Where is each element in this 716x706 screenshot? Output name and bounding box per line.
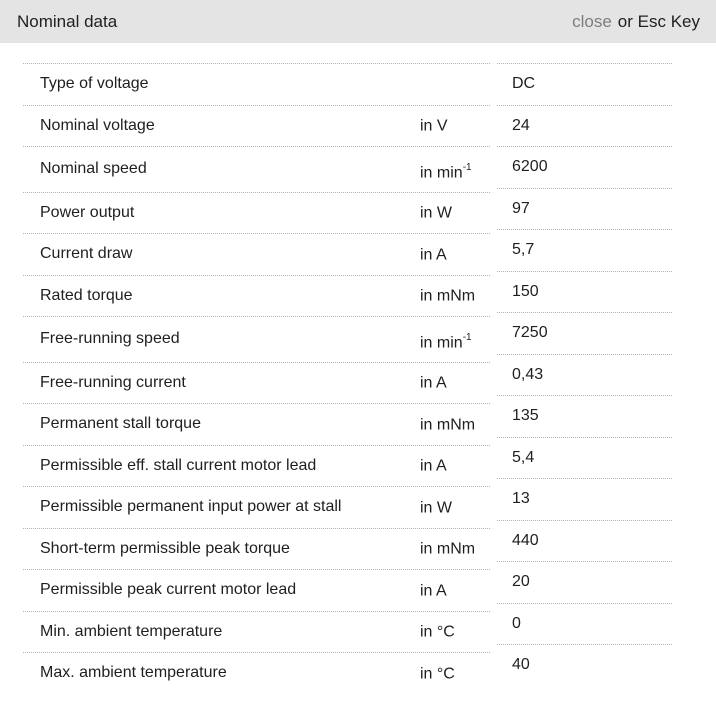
parameter-unit: in mNm [420, 540, 476, 558]
parameter-value: 150 [512, 282, 539, 300]
parameter-value: 0 [512, 614, 521, 632]
parameter-unit: in W [420, 204, 452, 222]
table-value-row: 13 [497, 478, 672, 520]
parameter-value: 6200 [512, 158, 548, 176]
modal-close-area: close or Esc Key [572, 12, 700, 32]
table-row: Short-term permissible peak torque in mN… [23, 527, 490, 570]
table-row: Permissible eff. stall current motor lea… [23, 444, 490, 487]
table-value-row: 97 [497, 187, 672, 230]
table-row: Permanent stall torque in mNm [23, 403, 490, 445]
parameter-unit: in A [420, 245, 447, 263]
table-value-row: 6200 [497, 146, 672, 188]
table-row: Permissible permanent input power at sta… [23, 486, 490, 528]
parameter-value: 7250 [512, 324, 548, 342]
table-value-row: DC [497, 63, 672, 105]
table-value-row: 40 [497, 644, 672, 686]
table-row: Permissible peak current motor lead in A [23, 569, 490, 611]
table-value-row: 135 [497, 395, 672, 437]
parameter-label: Rated torque [40, 286, 133, 304]
parameter-unit: in mNm [420, 415, 476, 433]
parameter-label: Permissible peak current motor lead [40, 581, 297, 599]
parameter-label: Nominal speed [40, 160, 147, 178]
table-value-row: 440 [497, 519, 672, 562]
parameter-unit: in A [420, 581, 447, 599]
parameter-label: Max. ambient temperature [40, 664, 227, 682]
nominal-data-table: Type of voltage Nominal voltage in V Nom… [23, 63, 716, 694]
parameter-column: Type of voltage Nominal voltage in V Nom… [23, 63, 490, 694]
parameter-label: Permissible eff. stall current motor lea… [40, 456, 317, 474]
parameter-value: 0,43 [512, 365, 544, 383]
table-value-row: 7250 [497, 312, 672, 354]
parameter-label: Free-running speed [40, 330, 180, 348]
modal-title: Nominal data [17, 11, 118, 31]
table-value-row: 5,7 [497, 229, 672, 271]
value-column: DC 24 6200 97 5,7 150 7250 0,43 135 5,4 … [497, 63, 672, 686]
parameter-value: 440 [512, 531, 539, 549]
table-value-row: 0,43 [497, 353, 672, 396]
table-row: Current draw in A [23, 233, 490, 275]
parameter-label: Nominal voltage [40, 116, 155, 134]
table-row: Rated torque in mNm [23, 274, 490, 317]
parameter-label: Min. ambient temperature [40, 622, 223, 640]
parameter-value: 40 [512, 656, 530, 674]
parameter-unit: in W [420, 498, 452, 516]
parameter-label: Permanent stall torque [40, 415, 201, 433]
parameter-value: 20 [512, 573, 530, 591]
parameter-unit: in mNm [420, 287, 476, 305]
parameter-value: 97 [512, 199, 530, 217]
table-row: Free-running current in A [23, 361, 490, 404]
table-value-row: 150 [497, 270, 672, 313]
table-value-row: 5,4 [497, 436, 672, 479]
table-row: Max. ambient temperature in °C [23, 652, 490, 694]
parameter-unit: in min-1 [420, 331, 472, 351]
table-row: Nominal voltage in V [23, 104, 490, 147]
unit-superscript: -1 [462, 331, 472, 343]
parameter-label: Permissible permanent input power at sta… [40, 498, 342, 516]
parameter-label: Short-term permissible peak torque [40, 539, 290, 557]
parameter-value: DC [512, 75, 536, 93]
parameter-unit: in min-1 [420, 161, 472, 181]
modal-header: Nominal data close or Esc Key [0, 0, 716, 43]
parameter-unit: in °C [420, 664, 455, 682]
parameter-unit: in A [420, 374, 447, 392]
parameter-value: 5,7 [512, 241, 535, 259]
table-row: Nominal speed in min-1 [23, 146, 490, 192]
table-value-row: 20 [497, 561, 672, 603]
table-row: Type of voltage [23, 63, 490, 105]
esc-key-hint: or Esc Key [617, 11, 700, 31]
parameter-unit: in °C [420, 623, 455, 641]
parameter-value: 13 [512, 490, 530, 508]
table-row: Min. ambient temperature in °C [23, 610, 490, 653]
table-value-row: 0 [497, 602, 672, 645]
parameter-value: 24 [512, 116, 530, 134]
table-row: Free-running speed in min-1 [23, 316, 490, 362]
unit-superscript: -1 [462, 161, 472, 173]
parameter-label: Current draw [40, 245, 133, 263]
parameter-value: 5,4 [512, 448, 535, 466]
table-value-row: 24 [497, 104, 672, 147]
parameter-label: Power output [40, 203, 135, 221]
parameter-value: 135 [512, 407, 539, 425]
parameter-unit: in A [420, 457, 447, 475]
parameter-label: Type of voltage [40, 75, 149, 93]
close-button[interactable]: close [572, 11, 612, 31]
table-row: Power output in W [23, 191, 490, 234]
parameter-unit: in V [420, 117, 448, 135]
parameter-label: Free-running current [40, 373, 186, 391]
